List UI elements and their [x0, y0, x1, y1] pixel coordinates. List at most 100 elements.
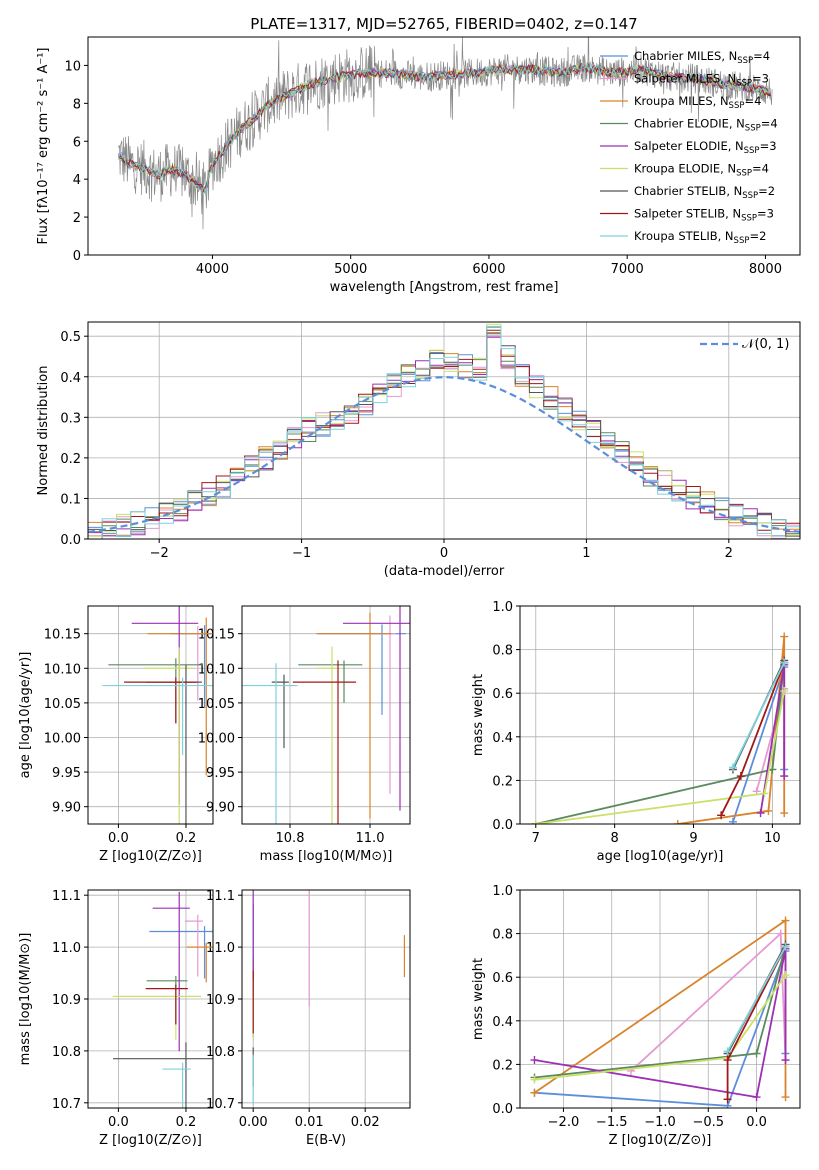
- mass-weight-lines: [530, 916, 790, 1108]
- y-tick-label: 11.0: [52, 941, 81, 956]
- y-tick-label: 10.7: [206, 1097, 235, 1112]
- y-axis-label: mass [log10(M/M⊙)]: [18, 933, 33, 1066]
- legend-label: Kroupa STELIB, NSSP=2: [634, 229, 766, 246]
- x-tick-label: 7000: [611, 262, 644, 277]
- mass-weight-point-marker: [530, 1075, 539, 1084]
- y-tick-label: 10.9: [206, 993, 235, 1008]
- mass-weight-series-line: [534, 948, 787, 1099]
- x-tick-label: 8000: [749, 262, 782, 277]
- y-axis-label: Flux [fλ10⁻¹⁷ erg cm⁻² s⁻¹ A⁻¹]: [36, 48, 51, 245]
- legend-label: Chabrier STELIB, NSSP=2: [634, 184, 775, 201]
- x-axis-label: E(B-V): [306, 1133, 346, 1148]
- axes-frame: [519, 605, 801, 825]
- y-tick-label: 10.10: [44, 662, 81, 677]
- y-tick-label: 10: [64, 59, 81, 74]
- legend-label-suffix: =4: [752, 162, 769, 176]
- y-tick-label: 0.5: [60, 330, 81, 345]
- mass-weight-point-marker: [717, 811, 726, 820]
- mass-weight-point-marker: [723, 1056, 732, 1065]
- y-tick-label: 0.2: [60, 452, 81, 467]
- model-spectrum-line: [117, 62, 772, 196]
- y-tick-label: 0.4: [60, 371, 81, 386]
- y-tick-label: 0.0: [60, 533, 81, 548]
- mass-weight-point-marker: [530, 1088, 539, 1097]
- x-tick-label: −1.0: [644, 1115, 676, 1130]
- legend-label-subscript: SSP: [744, 146, 760, 156]
- mass-weight-point-marker: [723, 1095, 732, 1104]
- mass-weight-series-line: [732, 662, 786, 768]
- y-tick-label: 1.0: [492, 884, 513, 899]
- mass-weight-point-marker: [780, 772, 789, 781]
- mass-weight-point-marker: [781, 1093, 790, 1102]
- mass-vs-extinction-panel: [238, 890, 410, 1112]
- x-tick-label: 8: [611, 831, 619, 846]
- x-tick-label: 10.8: [276, 831, 305, 846]
- mass-weight-point-marker: [780, 658, 789, 667]
- x-tick-label: 0.2: [176, 1115, 197, 1130]
- mass-weight-point-marker: [752, 1049, 761, 1058]
- residual-histogram-step: [88, 329, 800, 539]
- x-tick-label: 1: [582, 546, 590, 561]
- x-axis-label: (data-model)/error: [384, 564, 505, 579]
- x-tick-label: 6000: [472, 262, 505, 277]
- x-tick-label: 0.00: [239, 1115, 268, 1130]
- legend-label-suffix: =2: [749, 229, 766, 243]
- normal-distribution-curve: [88, 376, 800, 533]
- axes-frame: [87, 36, 801, 256]
- error-bar-markers: [242, 606, 410, 824]
- y-tick-label: 0.3: [60, 411, 81, 426]
- axes-frame: [87, 321, 801, 540]
- legend-label-suffix: =3: [757, 207, 774, 221]
- y-tick-label: 0.8: [492, 644, 513, 659]
- mass-weight-series-line: [726, 946, 787, 1052]
- axes-frame: [87, 889, 214, 1109]
- mass-vs-metallicity-panel: [84, 890, 213, 1112]
- y-tick-label: 0.0: [492, 818, 513, 833]
- x-tick-label: 11.0: [356, 831, 385, 846]
- y-axis-label: mass weight: [471, 958, 486, 1040]
- y-tick-label: 2: [73, 211, 81, 226]
- mass-weight-series-line: [535, 662, 786, 824]
- y-tick-label: 10.15: [198, 628, 235, 643]
- x-tick-label: 2: [725, 546, 733, 561]
- y-tick-label: 0.4: [492, 731, 513, 746]
- x-axis-label: Z [log10(Z/Z⊙)]: [99, 1133, 202, 1148]
- legend-label-suffix: =4: [761, 117, 778, 131]
- chart-title: PLATE=1317, MJD=52765, FIBERID=0402, z=0…: [250, 15, 637, 33]
- y-axis-label: age [log10(age/yr)]: [18, 652, 33, 779]
- legend-label-subscript: SSP: [736, 79, 752, 89]
- y-tick-label: 0.1: [60, 492, 81, 507]
- mass-weight-point-marker: [780, 632, 789, 641]
- legend-label: Chabrier ELODIE, NSSP=4: [634, 117, 778, 134]
- legend-label-subscript: SSP: [742, 191, 758, 201]
- axes-frame: [519, 889, 801, 1109]
- y-tick-label: 0.6: [492, 971, 513, 986]
- y-tick-label: 6: [73, 135, 81, 150]
- y-tick-label: 10.9: [52, 993, 81, 1008]
- y-tick-label: 10.05: [198, 697, 235, 712]
- y-tick-label: 0.0: [492, 1102, 513, 1117]
- x-tick-label: 10: [764, 831, 781, 846]
- legend-label-subscript: SSP: [737, 56, 753, 66]
- age-vs-mass-panel: [238, 606, 410, 828]
- y-tick-label: 9.95: [206, 766, 235, 781]
- x-tick-label: 9: [689, 831, 697, 846]
- y-tick-label: 0.2: [492, 1058, 513, 1073]
- y-tick-label: 10.15: [44, 628, 81, 643]
- y-tick-label: 10.7: [52, 1097, 81, 1112]
- mass-weight-point-marker: [781, 1056, 790, 1065]
- error-bar-markers: [102, 606, 213, 824]
- x-axis-label: age [log10(age/yr)]: [597, 849, 724, 864]
- y-tick-label: 11.0: [206, 941, 235, 956]
- y-axis-label: Normed distribution: [36, 366, 51, 496]
- mass-weight-point-marker: [781, 971, 790, 980]
- mass-weight-point-marker: [781, 942, 790, 951]
- mass-weight-point-marker: [780, 809, 789, 818]
- mass-weight-point-marker: [764, 806, 773, 815]
- mass-weight-point-marker: [752, 1093, 761, 1102]
- error-bar-markers: [112, 891, 213, 1108]
- legend-label-suffix: =4: [753, 49, 770, 63]
- spectrum-panel: [84, 64, 766, 259]
- mass-weight-point-marker: [776, 929, 785, 938]
